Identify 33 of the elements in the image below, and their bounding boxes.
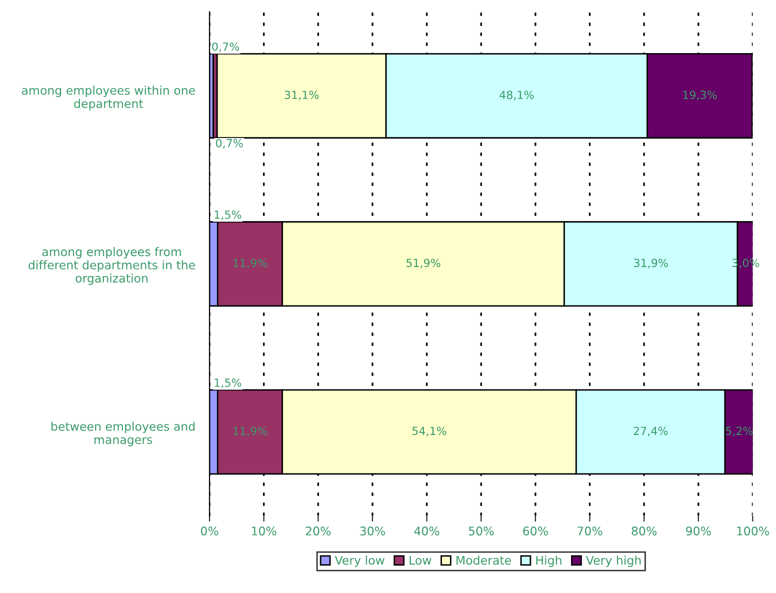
legend-label: Very low: [334, 556, 384, 568]
y-tick-label: among employees from different departments in the organization: [28, 247, 196, 285]
data-label: 19,3%: [683, 90, 717, 100]
data-label: 1,5%: [214, 378, 242, 388]
data-label: 5,2%: [726, 426, 753, 436]
data-label: 31,9%: [634, 258, 668, 268]
x-tick-label: 100%: [737, 526, 769, 536]
x-tick-label: 60%: [523, 526, 548, 536]
data-label: 48,1%: [500, 90, 534, 100]
data-label: 54,1%: [412, 426, 446, 436]
x-tick-label: 80%: [632, 526, 657, 536]
y-tick-label: among employees within one department: [22, 86, 195, 110]
x-tick-label: 30%: [360, 526, 385, 536]
data-label: 1,5%: [214, 210, 242, 220]
x-tick-label: 70%: [578, 526, 602, 536]
x-tick-label: 0%: [200, 526, 218, 536]
y-tick-label: between employees and managers: [52, 422, 195, 446]
data-label: 11,9%: [234, 258, 268, 268]
x-tick-label: 20%: [306, 526, 331, 536]
data-label: 51,9%: [406, 258, 440, 268]
x-tick-label: 50%: [468, 526, 494, 536]
data-label: 0,7%: [212, 42, 240, 52]
x-tick-label: 90%: [686, 526, 711, 536]
x-tick-label: 10%: [252, 526, 276, 536]
legend-label: Very high: [586, 556, 641, 568]
data-label: 0,7%: [216, 138, 243, 148]
x-tick-label: 40%: [414, 526, 440, 536]
data-label: 11,9%: [234, 426, 268, 436]
legend-label: Low: [410, 556, 432, 565]
data-label: 27,4%: [634, 426, 668, 436]
legend-label: High: [536, 556, 562, 568]
data-label: 31,1%: [284, 90, 319, 100]
legend-label: Moderate: [456, 556, 511, 565]
